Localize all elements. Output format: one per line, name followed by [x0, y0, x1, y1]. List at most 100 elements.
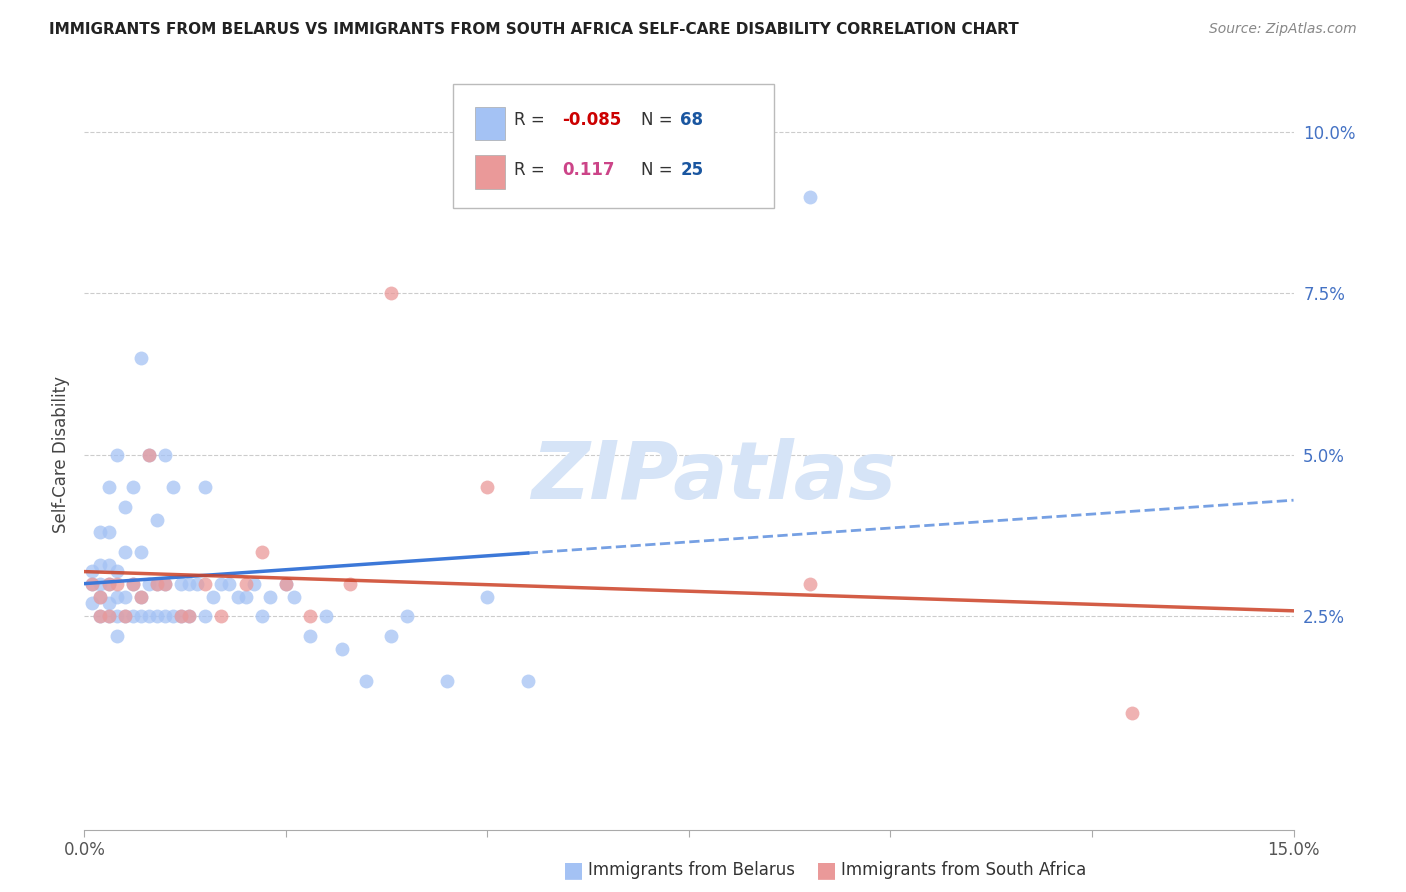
Text: Source: ZipAtlas.com: Source: ZipAtlas.com — [1209, 22, 1357, 37]
Point — [209, 577, 232, 591]
Point — [121, 609, 143, 624]
Point — [89, 590, 111, 604]
Point — [153, 577, 176, 591]
Point — [114, 545, 136, 559]
Point — [89, 525, 111, 540]
Point — [97, 480, 120, 494]
Point — [114, 500, 136, 514]
Point — [477, 480, 499, 494]
Text: ■: ■ — [562, 860, 583, 880]
Point — [129, 545, 152, 559]
Text: ■: ■ — [815, 860, 837, 880]
Point — [170, 577, 193, 591]
Point — [209, 609, 232, 624]
Point — [82, 577, 104, 591]
Point — [179, 609, 201, 624]
Text: N =: N = — [641, 161, 678, 179]
Point — [138, 577, 160, 591]
Text: N =: N = — [641, 111, 678, 129]
Point — [330, 641, 353, 656]
Point — [105, 629, 128, 643]
Point — [299, 629, 322, 643]
Point — [356, 673, 378, 688]
Point — [146, 609, 169, 624]
Text: Immigrants from South Africa: Immigrants from South Africa — [841, 861, 1085, 879]
Point — [105, 590, 128, 604]
Point — [129, 609, 152, 624]
Point — [89, 590, 111, 604]
Point — [250, 609, 273, 624]
Point — [186, 577, 208, 591]
Point — [380, 286, 402, 301]
Point — [97, 609, 120, 624]
Point — [105, 577, 128, 591]
Point — [1121, 706, 1143, 721]
Point — [235, 577, 257, 591]
Point — [194, 480, 217, 494]
Text: Immigrants from Belarus: Immigrants from Belarus — [588, 861, 794, 879]
FancyBboxPatch shape — [475, 106, 505, 140]
Point — [138, 609, 160, 624]
Point — [194, 609, 217, 624]
Point — [250, 545, 273, 559]
FancyBboxPatch shape — [475, 155, 505, 189]
Point — [114, 609, 136, 624]
Point — [97, 597, 120, 611]
Point — [170, 609, 193, 624]
Point — [105, 564, 128, 578]
Point — [516, 673, 538, 688]
Point — [97, 577, 120, 591]
Point — [339, 577, 361, 591]
Point — [799, 189, 821, 203]
Point — [105, 448, 128, 462]
Point — [299, 609, 322, 624]
Text: R =: R = — [513, 161, 550, 179]
Point — [82, 564, 104, 578]
Point — [226, 590, 249, 604]
Point — [162, 609, 184, 624]
Point — [315, 609, 337, 624]
Point — [129, 590, 152, 604]
Point — [97, 558, 120, 572]
Y-axis label: Self-Care Disability: Self-Care Disability — [52, 376, 70, 533]
Point — [138, 448, 160, 462]
Point — [436, 673, 458, 688]
Point — [395, 609, 418, 624]
Point — [799, 577, 821, 591]
Point — [121, 480, 143, 494]
Point — [170, 609, 193, 624]
Point — [138, 448, 160, 462]
Point — [153, 577, 176, 591]
Point — [146, 512, 169, 526]
Point — [97, 577, 120, 591]
Text: 25: 25 — [681, 161, 703, 179]
Point — [146, 577, 169, 591]
Point — [218, 577, 240, 591]
Point — [274, 577, 297, 591]
Point — [82, 577, 104, 591]
Point — [97, 525, 120, 540]
Point — [179, 609, 201, 624]
Text: 68: 68 — [681, 111, 703, 129]
Point — [153, 448, 176, 462]
Point — [283, 590, 305, 604]
Point — [380, 629, 402, 643]
Point — [89, 558, 111, 572]
Point — [129, 590, 152, 604]
Point — [114, 590, 136, 604]
Point — [82, 597, 104, 611]
Point — [121, 577, 143, 591]
Text: -0.085: -0.085 — [562, 111, 621, 129]
Text: ZIPatlas: ZIPatlas — [530, 438, 896, 516]
Point — [97, 609, 120, 624]
Point — [114, 609, 136, 624]
Point — [477, 590, 499, 604]
Point — [274, 577, 297, 591]
Point — [89, 609, 111, 624]
Text: IMMIGRANTS FROM BELARUS VS IMMIGRANTS FROM SOUTH AFRICA SELF-CARE DISABILITY COR: IMMIGRANTS FROM BELARUS VS IMMIGRANTS FR… — [49, 22, 1019, 37]
Point — [129, 351, 152, 365]
Point — [89, 609, 111, 624]
Point — [89, 577, 111, 591]
Point — [105, 609, 128, 624]
FancyBboxPatch shape — [453, 84, 773, 208]
